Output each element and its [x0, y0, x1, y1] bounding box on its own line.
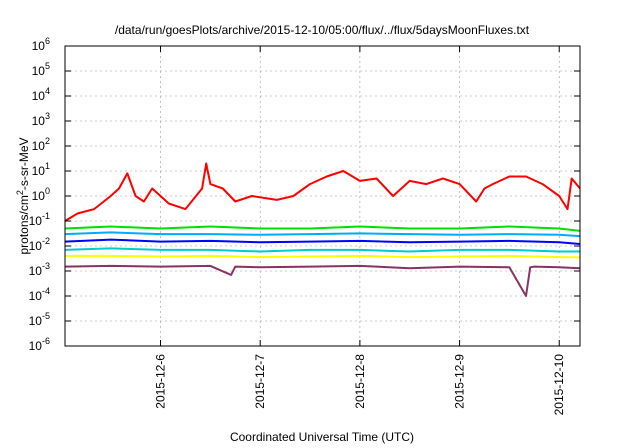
y-tick-label: 10-5 — [29, 311, 50, 328]
x-axis-ticks: 2015-12-6 2015-12-7 2015-12-8 2015-12-9 2015… — [154, 46, 566, 416]
y-tick-label: 10-2 — [29, 236, 50, 253]
series-line — [64, 231, 581, 238]
y-tick-label: 10-3 — [29, 261, 50, 278]
series-line — [65, 254, 581, 259]
series-line — [64, 247, 580, 253]
y-tick-label: 100 — [32, 186, 50, 203]
series-line — [64, 264, 581, 297]
x-axis-label: Coordinated Universal Time (UTC) — [230, 430, 414, 444]
y-tick-label: 10-6 — [29, 336, 50, 353]
series-line — [64, 225, 581, 232]
y-axis-label: protons/cm2-s-sr-MeV — [15, 137, 31, 254]
x-tick-label: 2015-12-10 — [552, 354, 566, 416]
y-tick-label: 101 — [32, 161, 50, 178]
x-tick-label: 2015-12-9 — [453, 354, 467, 409]
y-tick-label: 105 — [32, 61, 50, 78]
y-tick-label: 10-4 — [29, 286, 50, 303]
series-lines — [64, 162, 581, 297]
x-tick-label: 2015-12-8 — [353, 354, 367, 409]
series-line — [64, 162, 581, 222]
y-tick-label: 102 — [32, 136, 50, 153]
chart-title: /data/run/goesPlots/archive/2015-12-10/0… — [115, 23, 530, 37]
x-tick-label: 2015-12-7 — [253, 354, 267, 409]
y-axis-ticks: 10-6 10-5 10-4 10-3 10-2 10-1 100 101 102 103 104 1… — [29, 36, 580, 353]
y-tick-label: 104 — [32, 86, 50, 103]
y-tick-label: 10-1 — [29, 211, 50, 228]
y-tick-label: 103 — [32, 111, 50, 128]
y-tick-label: 106 — [32, 36, 50, 53]
plot-frame — [64, 45, 581, 347]
series-line — [64, 238, 581, 245]
x-tick-label: 2015-12-6 — [154, 354, 168, 409]
grid-lines — [65, 46, 580, 346]
